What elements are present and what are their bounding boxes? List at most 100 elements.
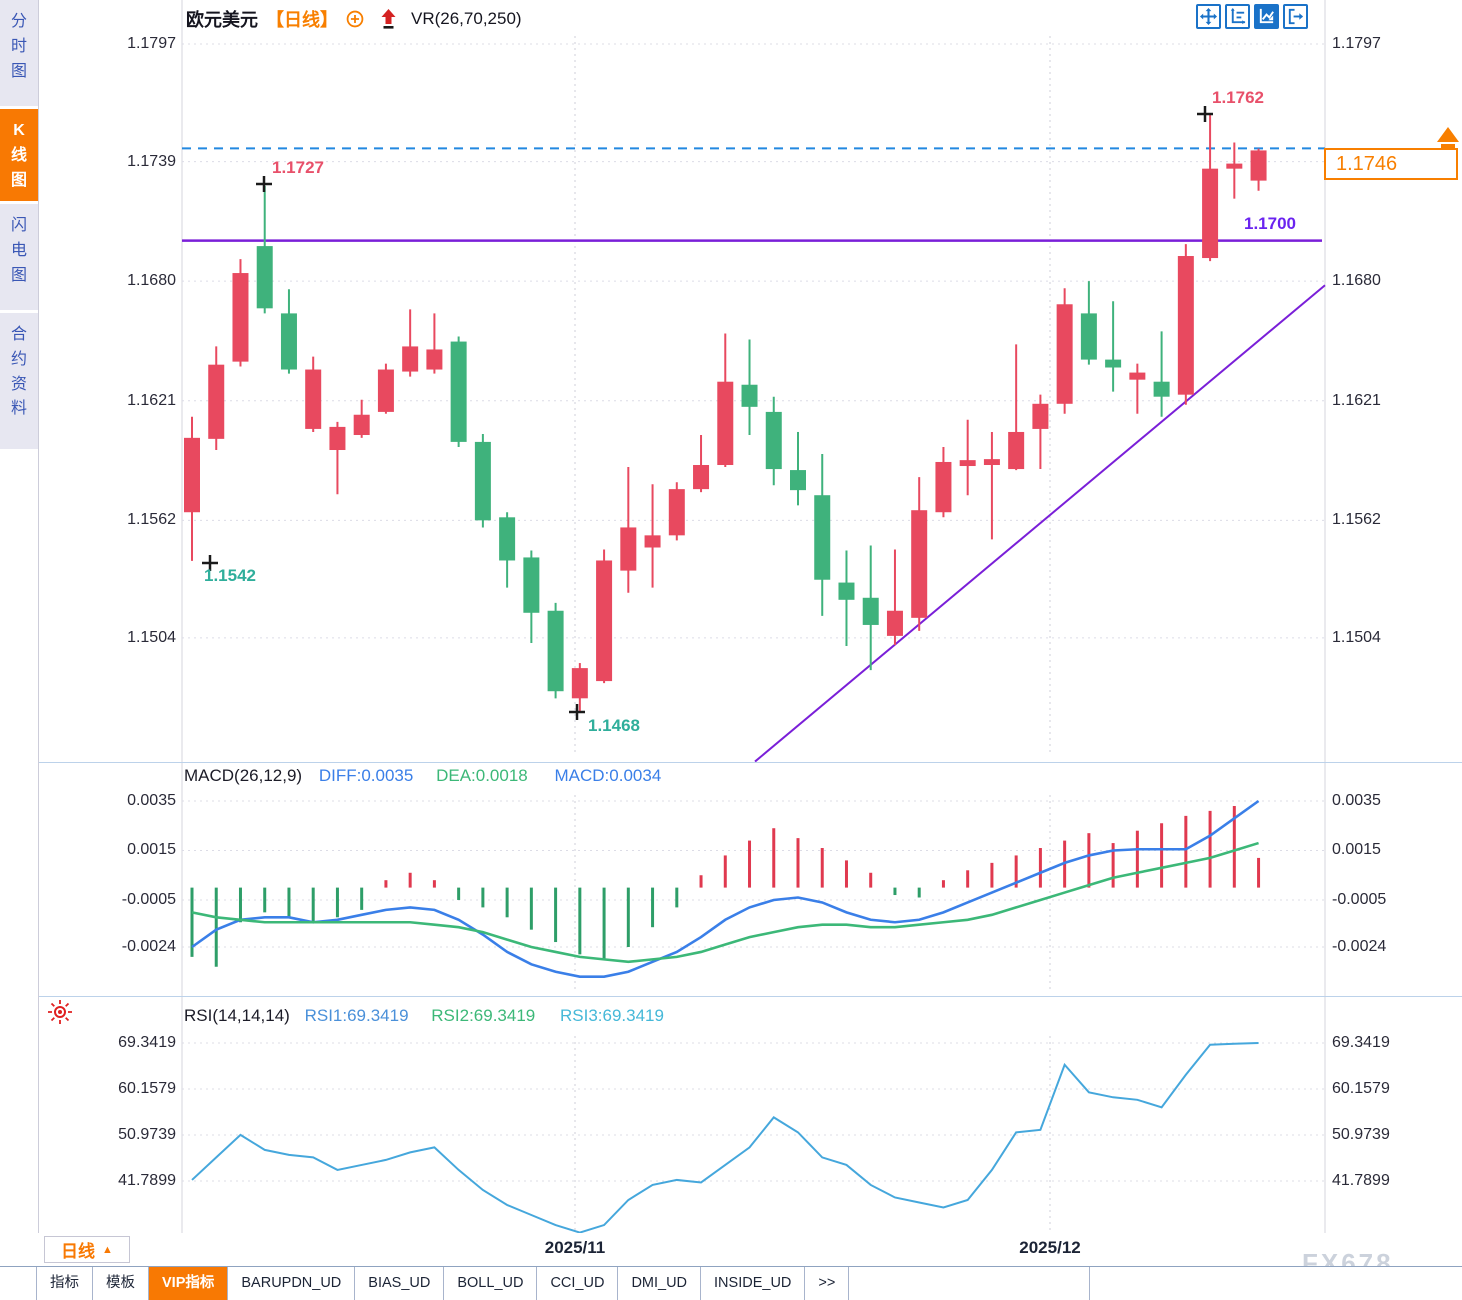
low-label-2: 1.1468	[588, 716, 640, 735]
rsi-line	[191, 1042, 1259, 1234]
chart-header: 欧元美元 【日线】 VR(26,70,250)	[186, 6, 522, 32]
tab-cci-ud[interactable]: CCI_UD	[537, 1267, 619, 1300]
tab-indicators[interactable]: 指标	[36, 1267, 93, 1300]
candle	[232, 273, 249, 362]
candle	[256, 246, 273, 309]
axis-label: -0.0024	[121, 937, 176, 955]
axis-scale-icon[interactable]	[1225, 4, 1250, 29]
dea-line	[191, 841, 1259, 964]
candle	[959, 460, 976, 467]
swing-high-label: 1.1727	[272, 158, 324, 177]
period-selector-button[interactable]: 日线 ▲	[44, 1236, 130, 1263]
candle	[450, 341, 467, 442]
sidebar-item-lightning-chart[interactable]: 闪电图	[0, 204, 38, 310]
arrow-up-icon	[380, 8, 397, 30]
candle	[668, 489, 685, 536]
candle	[1202, 168, 1219, 259]
tab-vip-indicators[interactable]: VIP指标	[149, 1267, 229, 1300]
axis-label: -0.0024	[1332, 937, 1387, 955]
rsi1-value: RSI1:69.3419	[304, 1006, 409, 1025]
candle	[886, 610, 903, 636]
add-indicator-icon[interactable]	[346, 10, 364, 28]
candle	[1129, 372, 1146, 380]
panel-separator	[38, 762, 1462, 763]
axis-label: 69.3419	[1332, 1034, 1390, 1051]
axis-label: 1.1680	[1332, 272, 1381, 290]
tab-more[interactable]: >>	[805, 1267, 850, 1300]
candle	[741, 384, 758, 407]
price-marker-icon	[1441, 144, 1455, 148]
low-label-1: 1.1542	[204, 566, 256, 585]
sidebar-item-timeshare-chart[interactable]: 分时图	[0, 0, 38, 106]
tab-empty	[849, 1267, 1091, 1300]
chart-toolbar	[1196, 4, 1308, 29]
chart-mode-icon[interactable]	[1254, 4, 1279, 29]
exit-icon[interactable]	[1283, 4, 1308, 29]
axis-label: 1.1562	[1332, 511, 1381, 529]
candle	[377, 369, 394, 412]
tab-inside-ud[interactable]: INSIDE_UD	[701, 1267, 806, 1300]
candle	[983, 459, 1000, 466]
candle	[1226, 163, 1243, 169]
sidebar: 分时图 K线图 闪电图 合约资料	[0, 0, 39, 1233]
last-price-badge: 1.1746	[1324, 148, 1458, 180]
axis-label: 60.1579	[1332, 1079, 1390, 1097]
candle	[1105, 359, 1122, 368]
axis-label: 0.0015	[1332, 841, 1381, 859]
candle	[1080, 313, 1097, 360]
sidebar-item-label: 分时图	[10, 13, 27, 80]
tab-dmi-ud[interactable]: DMI_UD	[618, 1267, 702, 1300]
tab-templates[interactable]: 模板	[93, 1267, 149, 1300]
axis-label: 1.1797	[127, 35, 176, 52]
diff-line	[191, 799, 1260, 978]
candle	[596, 560, 613, 682]
candle	[1177, 256, 1194, 395]
candle	[305, 369, 322, 429]
candle	[911, 510, 928, 618]
axis-label: 1.1739	[127, 152, 176, 170]
axis-label: 1.1797	[1332, 35, 1381, 52]
axis-label: 1.1504	[1332, 628, 1381, 646]
period-tag[interactable]: 【日线】	[266, 10, 338, 30]
candle	[280, 313, 297, 370]
candle	[862, 597, 879, 625]
candle	[693, 465, 710, 490]
axis-label: 41.7899	[118, 1171, 176, 1189]
tab-bias-ud[interactable]: BIAS_UD	[355, 1267, 445, 1300]
candle	[838, 582, 855, 600]
candle	[329, 426, 346, 451]
macd-title[interactable]: MACD(26,12,9)	[184, 766, 303, 785]
panel-separator	[38, 996, 1462, 997]
rsi2-value: RSI2:69.3419	[431, 1006, 536, 1025]
candle	[571, 668, 588, 699]
candle	[474, 441, 491, 521]
price-marker-icon	[1437, 127, 1459, 142]
axis-label: 0.0035	[1332, 792, 1381, 809]
sidebar-item-label: 闪电图	[10, 217, 27, 284]
candle	[1008, 431, 1025, 470]
high-label: 1.1762	[1212, 88, 1264, 107]
rsi-title[interactable]: RSI(14,14,14)	[184, 1006, 290, 1025]
tab-boll-ud[interactable]: BOLL_UD	[444, 1267, 538, 1300]
macd-dea-value: DEA:0.0018	[436, 766, 528, 785]
xaxis-tick-label: 2025/12	[1019, 1238, 1081, 1257]
overlay-indicator-label[interactable]: VR(26,70,250)	[411, 9, 522, 28]
axis-label: 0.0015	[127, 841, 176, 859]
pan-icon[interactable]	[1196, 4, 1221, 29]
alert-marker-icon[interactable]	[46, 998, 74, 1031]
axis-label: 1.1562	[127, 511, 176, 529]
candle	[717, 381, 734, 466]
rsi3-value: RSI3:69.3419	[559, 1006, 664, 1025]
axis-label: 0.0035	[127, 792, 176, 809]
tab-barupdn-ud[interactable]: BARUPDN_UD	[228, 1267, 356, 1300]
candle	[208, 364, 225, 439]
macd-macd-value: MACD:0.0034	[554, 766, 662, 785]
sidebar-item-kline-chart[interactable]: K线图	[0, 109, 38, 201]
sidebar-item-contract-info[interactable]: 合约资料	[0, 313, 38, 449]
xaxis-strip: 日线 ▲ 2025/11 2025/12	[38, 1233, 1462, 1266]
axis-label: 1.1504	[127, 628, 176, 646]
candle	[644, 535, 661, 548]
candle	[1032, 403, 1049, 429]
